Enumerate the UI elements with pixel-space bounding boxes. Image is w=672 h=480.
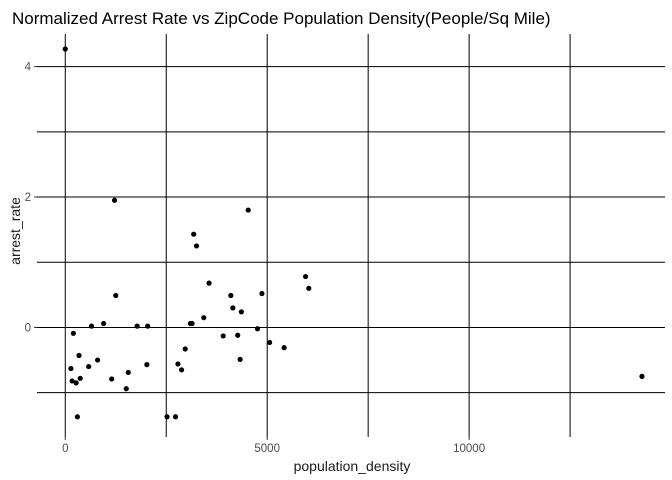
panel-background xyxy=(37,34,665,437)
data-point xyxy=(259,290,265,297)
data-point xyxy=(123,386,129,392)
data-points xyxy=(62,46,645,420)
data-point xyxy=(182,346,188,352)
data-point xyxy=(245,207,251,213)
data-point xyxy=(235,332,241,338)
data-point xyxy=(306,285,312,291)
data-point xyxy=(144,362,150,368)
data-point xyxy=(237,356,243,362)
data-point xyxy=(189,320,195,327)
x-tick-label: 5000 xyxy=(254,443,280,455)
data-point xyxy=(220,333,226,339)
data-point xyxy=(94,357,101,363)
data-point xyxy=(113,292,119,299)
x-axis-ticks: 0 5000 10000 xyxy=(62,437,485,455)
data-point xyxy=(206,280,212,286)
gridlines xyxy=(37,34,665,437)
data-point xyxy=(101,320,107,327)
data-point xyxy=(267,339,273,346)
data-point xyxy=(125,369,131,376)
data-point xyxy=(201,315,207,321)
chart-title: Normalized Arrest Rate vs ZipCode Popula… xyxy=(12,9,551,28)
data-point xyxy=(639,373,645,379)
y-axis-ticks: 0 2 4 xyxy=(25,62,37,334)
y-axis-title: arrest_rate xyxy=(7,197,23,265)
x-axis-title: population_density xyxy=(294,458,411,474)
data-point xyxy=(70,330,76,336)
y-tick-label: 2 xyxy=(25,192,31,204)
data-point xyxy=(230,305,236,311)
plot-panel xyxy=(37,34,665,437)
data-point xyxy=(77,375,83,381)
data-point xyxy=(172,414,179,420)
data-point xyxy=(88,323,95,329)
data-point xyxy=(62,46,68,52)
data-point xyxy=(191,231,197,237)
data-point xyxy=(228,292,234,299)
data-point xyxy=(281,345,287,351)
data-point xyxy=(175,361,181,367)
data-point xyxy=(254,326,261,332)
data-point xyxy=(73,380,79,386)
data-point xyxy=(86,363,92,370)
data-point xyxy=(178,367,185,373)
x-tick-label: 0 xyxy=(62,443,68,455)
data-point xyxy=(68,365,74,372)
data-point xyxy=(134,323,140,329)
y-tick-label: 4 xyxy=(25,62,32,74)
data-point xyxy=(69,378,75,384)
data-point xyxy=(76,352,82,359)
data-point xyxy=(74,414,80,420)
data-point xyxy=(302,273,309,280)
data-point xyxy=(145,323,151,329)
y-tick-label: 0 xyxy=(25,322,31,334)
data-point xyxy=(193,243,200,249)
data-point xyxy=(164,414,170,420)
data-point xyxy=(238,309,244,315)
x-tick-label: 10000 xyxy=(453,443,485,455)
data-point xyxy=(109,376,115,382)
data-point xyxy=(111,197,118,203)
